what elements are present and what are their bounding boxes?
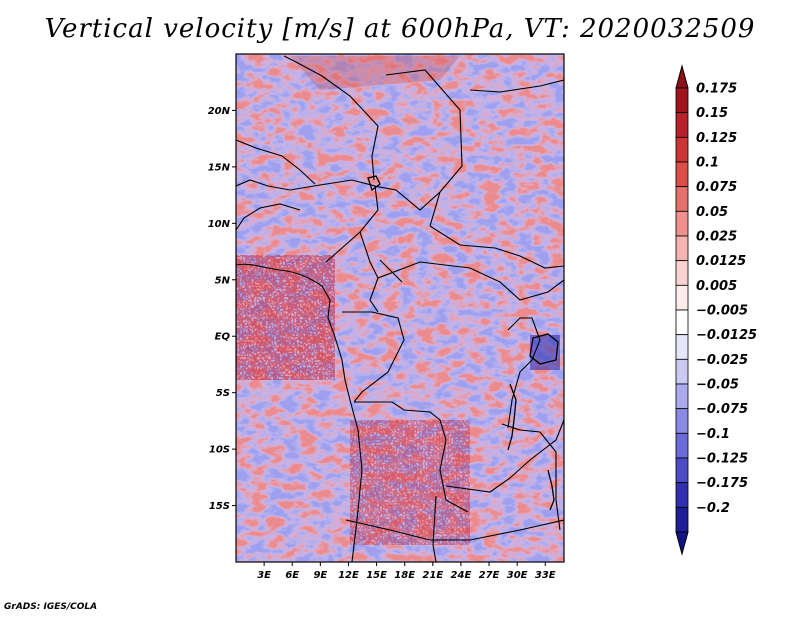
longitude-axis: 3E 6E 9E 12E 15E 18E 21E 24E 27E 30E 33E: [257, 562, 556, 581]
colorbar-swatch: [675, 260, 689, 286]
colorbar-level-label: −0.025: [696, 353, 748, 368]
country-borders: [236, 55, 564, 562]
lon-tick-label: 33E: [535, 570, 556, 581]
colorbar-swatch: [675, 136, 689, 163]
lake-chad: [367, 175, 381, 192]
lat-tick-label: 5S: [216, 388, 230, 399]
lon-tick-label: 18E: [394, 570, 415, 581]
colorbar-swatch: [675, 309, 689, 336]
lat-tick-label: 10S: [209, 445, 230, 456]
colorbar-swatch: [675, 383, 689, 410]
colorbar-swatch: [675, 457, 689, 484]
colorbar-level-label: −0.125: [696, 452, 748, 467]
lake-malawi: [547, 469, 555, 511]
colorbar-swatch: [675, 235, 689, 262]
colorbar-swatch: [675, 210, 689, 237]
lat-tick-label: 5N: [215, 275, 231, 286]
field-speckle-angola: [350, 420, 470, 545]
colorbar-level-label: 0.0125: [696, 254, 746, 269]
colorbar-swatch: [675, 334, 689, 360]
colorbar-swatch: [675, 186, 689, 212]
colorbar-level-label: −0.005: [696, 304, 748, 319]
colorbar-swatch: [675, 284, 689, 311]
colorbar-level-label: −0.2: [696, 501, 730, 516]
colorbar-swatch: [675, 432, 689, 459]
vertical-velocity-field: [236, 54, 564, 562]
lon-tick-label: 24E: [451, 570, 472, 581]
colorbar-swatch: [675, 87, 689, 114]
colorbar: 0.175 0.15 0.125 0.1 0.075 0.05 0.025 0.0125 0.0…: [675, 64, 757, 556]
lon-tick-label: 12E: [338, 570, 359, 581]
colorbar-swatch: [675, 358, 689, 385]
lon-tick-label: 15E: [366, 570, 387, 581]
colorbar-level-label: −0.1: [696, 427, 730, 442]
grads-credit: GrADS: IGES/COLA: [4, 602, 98, 612]
lat-tick-label: 15S: [209, 501, 230, 512]
colorbar-level-label: 0.175: [696, 82, 737, 97]
lat-tick-label: 15N: [208, 162, 231, 173]
colorbar-swatch: [675, 482, 689, 508]
colorbar-swatch: [675, 112, 689, 138]
colorbar-level-label: −0.05: [696, 378, 739, 393]
lake-tanganyika: [507, 383, 517, 451]
lakes: [367, 175, 559, 511]
lat-tick-label: 10N: [208, 219, 231, 230]
colorbar-level-label: 0.075: [696, 180, 737, 195]
colorbar-bottom-arrow: [675, 531, 689, 556]
colorbar-level-label: 0.005: [696, 279, 737, 294]
colorbar-level-label: −0.175: [696, 476, 748, 491]
colorbar-level-label: 0.125: [696, 131, 737, 146]
lon-tick-label: 3E: [257, 570, 271, 581]
lake-victoria: [529, 333, 559, 365]
colorbar-swatch: [675, 506, 689, 533]
plot-frame: [235, 53, 565, 563]
colorbar-level-label: 0.15: [696, 106, 728, 121]
lon-tick-label: 6E: [285, 570, 299, 581]
colorbar-level-label: 0.025: [696, 230, 737, 245]
field-speckle-west-africa: [236, 255, 335, 380]
lon-tick-label: 21E: [422, 570, 443, 581]
colorbar-level-label: −0.075: [696, 402, 748, 417]
field-strong-uplift-north: [290, 56, 460, 90]
lon-tick-label: 27E: [479, 570, 500, 581]
colorbar-swatch: [675, 161, 689, 188]
map-title: Vertical velocity [m/s] at 600hPa, VT: 2…: [44, 14, 756, 44]
lat-tick-label: EQ: [215, 332, 231, 343]
lat-tick-label: 20N: [208, 106, 231, 117]
lon-tick-label: 9E: [313, 570, 327, 581]
lon-tick-label: 30E: [507, 570, 528, 581]
colorbar-swatch: [675, 408, 689, 434]
colorbar-level-label: −0.0125: [696, 328, 757, 343]
latitude-axis: 20N 15N 10N 5N EQ 5S 10S 15S: [208, 106, 236, 512]
colorbar-level-label: 0.1: [696, 156, 719, 171]
colorbar-level-label: 0.05: [696, 205, 728, 220]
colorbar-top-arrow: [675, 64, 689, 89]
